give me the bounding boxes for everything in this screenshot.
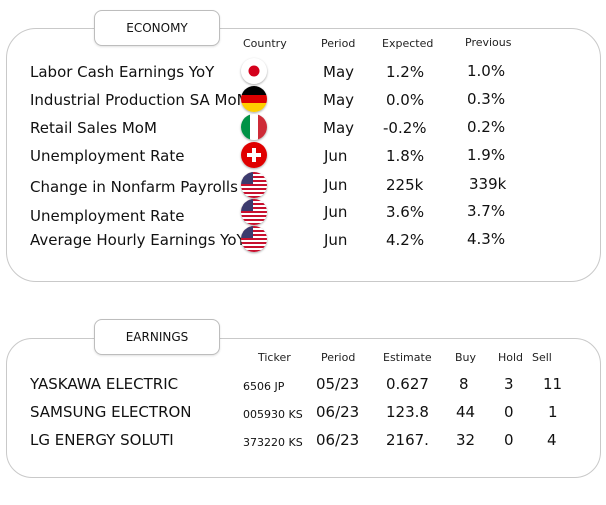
header-previous: Previous xyxy=(465,36,512,49)
estimate-value: 2167. xyxy=(386,431,429,449)
italy-flag-icon xyxy=(241,114,267,140)
period-value: 06/23 xyxy=(316,431,360,449)
previous-value: 1.0% xyxy=(467,62,506,80)
buy-value: 32 xyxy=(456,431,476,449)
period-value: May xyxy=(323,91,355,109)
economy-tab-label: ECONOMY xyxy=(126,21,188,35)
buy-value: 8 xyxy=(459,375,469,393)
period-value: Jun xyxy=(324,203,348,221)
header-ticker: Ticker xyxy=(258,351,291,364)
event-name: Retail Sales MoM xyxy=(30,119,157,137)
ticker-value: 373220 KS xyxy=(243,436,303,449)
us-flag-icon xyxy=(241,172,267,198)
previous-value: 0.3% xyxy=(467,90,506,108)
estimate-value: 123.8 xyxy=(386,403,429,421)
expected-value: 0.0% xyxy=(386,91,425,109)
japan-flag-icon xyxy=(241,58,267,84)
sell-value: 1 xyxy=(548,403,558,421)
expected-value: 4.2% xyxy=(386,231,425,249)
earnings-tab[interactable]: EARNINGS xyxy=(94,319,220,355)
expected-value: 1.2% xyxy=(386,63,425,81)
event-name: Industrial Production SA MoM xyxy=(30,91,250,109)
previous-value: 3.7% xyxy=(467,202,506,220)
event-name: Unemployment Rate xyxy=(30,147,185,165)
event-name: Unemployment Rate xyxy=(30,207,185,225)
period-value: 06/23 xyxy=(316,403,360,421)
economy-tab[interactable]: ECONOMY xyxy=(94,10,220,46)
estimate-value: 0.627 xyxy=(386,375,429,393)
header-expected: Expected xyxy=(382,37,434,50)
hold-value: 0 xyxy=(504,431,514,449)
ticker-value: 005930 KS xyxy=(243,408,303,421)
switzerland-flag-icon xyxy=(241,142,267,168)
previous-value: 1.9% xyxy=(467,146,506,164)
expected-value: 1.8% xyxy=(386,147,425,165)
sell-value: 4 xyxy=(547,431,557,449)
expected-value: -0.2% xyxy=(383,119,427,137)
header-period: Period xyxy=(321,351,356,364)
earnings-panel xyxy=(6,338,601,478)
expected-value: 3.6% xyxy=(386,203,425,221)
event-name: Labor Cash Earnings YoY xyxy=(30,63,215,81)
hold-value: 0 xyxy=(504,403,514,421)
hold-value: 3 xyxy=(504,375,514,393)
header-sell: Sell xyxy=(532,351,552,364)
header-estimate: Estimate xyxy=(383,351,432,364)
period-value: Jun xyxy=(324,231,348,249)
buy-value: 44 xyxy=(456,403,476,421)
economy-panel xyxy=(6,28,601,282)
period-value: May xyxy=(323,119,355,137)
us-flag-icon xyxy=(241,199,267,225)
sell-value: 11 xyxy=(543,375,563,393)
event-name: Change in Nonfarm Payrolls xyxy=(30,178,238,196)
previous-value: 4.3% xyxy=(467,230,506,248)
company-name: YASKAWA ELECTRIC xyxy=(30,375,179,393)
germany-flag-icon xyxy=(241,86,267,112)
us-flag-icon xyxy=(241,226,267,252)
previous-value: 339k xyxy=(469,175,507,193)
period-value: Jun xyxy=(324,176,348,194)
ticker-value: 6506 JP xyxy=(243,380,285,393)
previous-value: 0.2% xyxy=(467,118,506,136)
header-country: Country xyxy=(243,37,287,50)
event-name: Average Hourly Earnings YoY xyxy=(30,231,246,249)
period-value: 05/23 xyxy=(316,375,360,393)
company-name: LG ENERGY SOLUTI xyxy=(30,431,174,449)
company-name: SAMSUNG ELECTRON xyxy=(30,403,192,421)
earnings-tab-label: EARNINGS xyxy=(125,330,189,344)
period-value: May xyxy=(323,63,355,81)
header-buy: Buy xyxy=(455,351,477,364)
header-hold: Hold xyxy=(498,351,524,364)
header-period: Period xyxy=(321,37,356,50)
period-value: Jun xyxy=(324,147,348,165)
expected-value: 225k xyxy=(386,176,424,194)
